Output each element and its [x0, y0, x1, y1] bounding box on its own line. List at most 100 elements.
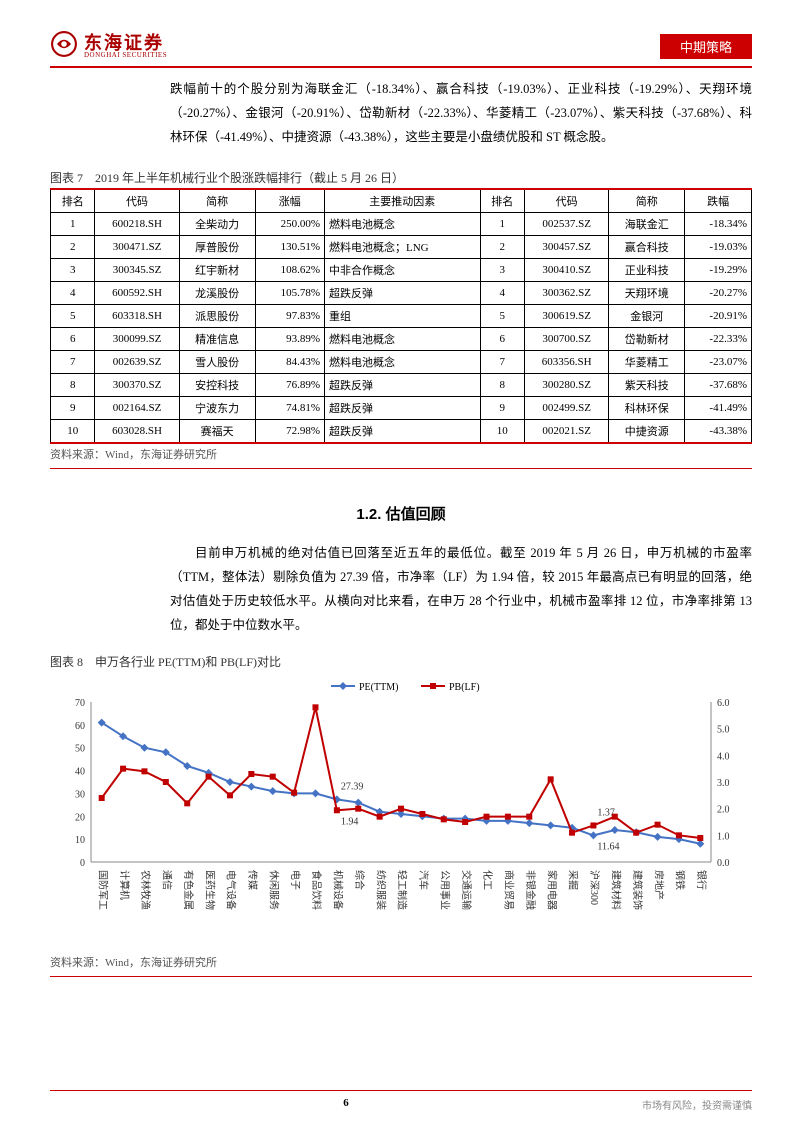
table-header: 代码 [525, 189, 609, 213]
svg-text:钢铁: 钢铁 [674, 870, 687, 890]
svg-text:商业贸易: 商业贸易 [503, 870, 516, 910]
svg-text:纺织服装: 纺织服装 [374, 870, 387, 910]
table-cell: 重组 [324, 305, 480, 328]
svg-text:化工: 化工 [481, 870, 494, 890]
table-cell: -19.03% [685, 236, 752, 259]
table-cell: 002021.SZ [525, 420, 609, 444]
table-cell: 2 [51, 236, 95, 259]
table-cell: 超跌反弹 [324, 397, 480, 420]
table-cell: 300700.SZ [525, 328, 609, 351]
page-header: 东海证券 DONGHAI SECURITIES 中期策略 [50, 30, 752, 68]
table-cell: 燃料电池概念 [324, 328, 480, 351]
table-cell: 10 [51, 420, 95, 444]
table-cell: -20.27% [685, 282, 752, 305]
svg-text:40: 40 [75, 767, 85, 778]
table-cell: 宁波东力 [179, 397, 255, 420]
table-cell: -22.33% [685, 328, 752, 351]
table-cell: 300370.SZ [95, 374, 179, 397]
svg-text:房地产: 房地产 [652, 870, 665, 900]
svg-text:30: 30 [75, 790, 85, 801]
svg-text:汽车: 汽车 [417, 870, 430, 890]
svg-text:0.0: 0.0 [717, 858, 730, 869]
table-cell: 1 [480, 213, 524, 236]
page-number: 6 [50, 1097, 642, 1112]
table-cell: 105.78% [255, 282, 324, 305]
table-cell: 9 [480, 397, 524, 420]
svg-text:家用电器: 家用电器 [545, 870, 558, 910]
table-header: 涨幅 [255, 189, 324, 213]
table-header: 主要推动因素 [324, 189, 480, 213]
table-cell: 超跌反弹 [324, 420, 480, 444]
table-header: 简称 [179, 189, 255, 213]
table-cell: 130.51% [255, 236, 324, 259]
svg-text:公用事业: 公用事业 [438, 870, 451, 910]
table-cell: 岱勒新材 [609, 328, 685, 351]
svg-text:3.0: 3.0 [717, 778, 730, 789]
svg-text:非银金融: 非银金融 [524, 870, 537, 910]
table-cell: 600218.SH [95, 213, 179, 236]
table-cell: 300619.SZ [525, 305, 609, 328]
table-cell: 300280.SZ [525, 374, 609, 397]
svg-text:5.0: 5.0 [717, 725, 730, 736]
svg-text:通信: 通信 [161, 870, 173, 890]
table-cell: 250.00% [255, 213, 324, 236]
table7-caption: 图表 7 2019 年上半年机械行业个股涨跌幅排行（截止 5 月 26 日） [50, 169, 752, 186]
svg-text:银行: 银行 [695, 870, 708, 890]
svg-text:医药生物: 医药生物 [203, 870, 216, 910]
table-cell: 600592.SH [95, 282, 179, 305]
body-paragraph: 目前申万机械的绝对估值已回落至近五年的最低位。截至 2019 年 5 月 26 … [170, 542, 752, 637]
table-cell: 93.89% [255, 328, 324, 351]
table-cell: 2 [480, 236, 524, 259]
table-cell: 300362.SZ [525, 282, 609, 305]
table-cell: 603028.SH [95, 420, 179, 444]
svg-text:0: 0 [80, 858, 85, 869]
table-cell: 7 [51, 351, 95, 374]
table7-source: 资料来源：Wind，东海证券研究所 [50, 446, 752, 469]
table-cell: 紫天科技 [609, 374, 685, 397]
table-cell: 科林环保 [609, 397, 685, 420]
table-cell: 燃料电池概念；LNG [324, 236, 480, 259]
table-cell: -41.49% [685, 397, 752, 420]
table-cell: 300099.SZ [95, 328, 179, 351]
table-cell: 1 [51, 213, 95, 236]
table-cell: -19.29% [685, 259, 752, 282]
svg-text:国防军工: 国防军工 [96, 870, 109, 910]
svg-text:传媒: 传媒 [246, 870, 258, 890]
svg-text:70: 70 [75, 698, 85, 709]
table-cell: 海联金汇 [609, 213, 685, 236]
svg-text:综合: 综合 [353, 870, 366, 890]
intro-paragraph: 跌幅前十的个股分别为海联金汇（-18.34%）、赢合科技（-19.03%）、正业… [170, 78, 752, 149]
svg-text:采掘: 采掘 [567, 870, 580, 890]
table-header: 简称 [609, 189, 685, 213]
svg-text:11.64: 11.64 [597, 842, 619, 853]
table-cell: 超跌反弹 [324, 282, 480, 305]
svg-text:20: 20 [75, 813, 85, 824]
table-cell: -37.68% [685, 374, 752, 397]
table-cell: 5 [480, 305, 524, 328]
chart8-source: 资料来源：Wind，东海证券研究所 [50, 954, 752, 977]
header-tag: 中期策略 [660, 34, 752, 59]
footer: 6 市场有风险，投资需谨慎 [50, 1090, 752, 1112]
table-cell: 燃料电池概念 [324, 213, 480, 236]
svg-text:6.0: 6.0 [717, 698, 730, 709]
table-cell: 300410.SZ [525, 259, 609, 282]
table-row: 1600218.SH全柴动力250.00%燃料电池概念1002537.SZ海联金… [51, 213, 752, 236]
table-cell: 76.89% [255, 374, 324, 397]
table-cell: 红宇新材 [179, 259, 255, 282]
svg-text:沪深300: 沪深300 [588, 870, 601, 905]
table-cell: 天翔环境 [609, 282, 685, 305]
svg-text:PE(TTM): PE(TTM) [359, 682, 398, 693]
svg-text:食品饮料: 食品饮料 [310, 870, 323, 910]
table-cell: 300471.SZ [95, 236, 179, 259]
table-cell: 8 [480, 374, 524, 397]
logo-icon [50, 30, 78, 62]
table-row: 3300345.SZ红宇新材108.62%中非合作概念3300410.SZ正业科… [51, 259, 752, 282]
table-cell: 华菱精工 [609, 351, 685, 374]
table-cell: 002537.SZ [525, 213, 609, 236]
svg-text:1.94: 1.94 [341, 817, 359, 828]
table-row: 6300099.SZ精准信息93.89%燃料电池概念6300700.SZ岱勒新材… [51, 328, 752, 351]
svg-text:电气设备: 电气设备 [225, 870, 238, 910]
table-header: 代码 [95, 189, 179, 213]
table-cell: 300345.SZ [95, 259, 179, 282]
logo-cn: 东海证券 [84, 34, 167, 52]
